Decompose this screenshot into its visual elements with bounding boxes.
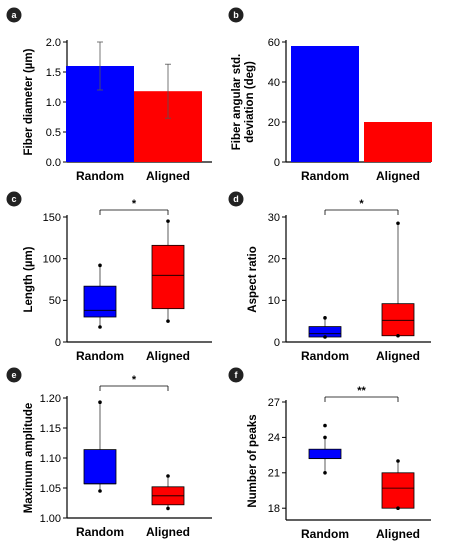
- outlier-point-f-random: [323, 423, 327, 428]
- y-tick-label-c: 0: [55, 337, 61, 349]
- y-tick-label-e: 1.15: [40, 423, 61, 435]
- significance-label-f: **: [357, 385, 366, 397]
- whisker-max-point-d-random: [323, 316, 327, 320]
- y-tick-label-d: 30: [268, 212, 280, 224]
- y-tick-label-f: 21: [268, 468, 280, 480]
- panel-letter-c: c: [11, 194, 16, 204]
- category-label-b-random: Random: [301, 169, 349, 183]
- y-tick-label-a: 1.0: [46, 97, 61, 109]
- whisker-max-point-e-random: [98, 400, 102, 405]
- panel-badge-c: [6, 191, 22, 207]
- y-axis-label-c: Length (µm): [23, 246, 35, 312]
- category-label-f-aligned: Aligned: [376, 527, 420, 541]
- whisker-min-point-d-random: [323, 335, 327, 339]
- box-f-random: [308, 448, 342, 460]
- y-tick-label-b: 0: [274, 157, 280, 169]
- y-tick-label-f: 27: [268, 397, 280, 409]
- panel-badge-d: [228, 191, 244, 207]
- significance-label-c: *: [132, 198, 137, 210]
- box-f-aligned: [381, 472, 415, 509]
- bar-b-aligned: [364, 122, 432, 162]
- y-tick-label-d: 20: [268, 253, 280, 265]
- box-d-aligned: [381, 303, 415, 337]
- y-tick-label-b: 40: [268, 77, 280, 89]
- panel-letter-f: f: [235, 370, 239, 380]
- category-label-d-random: Random: [301, 349, 349, 363]
- category-label-a-aligned: Aligned: [146, 169, 190, 183]
- y-tick-label-e: 1.20: [40, 393, 61, 405]
- whisker-max-point-c-aligned: [166, 219, 170, 223]
- panel-letter-d: d: [233, 194, 239, 204]
- y-tick-label-e: 1.00: [40, 513, 61, 525]
- category-label-e-random: Random: [76, 525, 124, 539]
- category-label-b-aligned: Aligned: [376, 169, 420, 183]
- category-label-c-aligned: Aligned: [146, 349, 190, 363]
- y-axis-label-f: Number of peaks: [247, 414, 259, 507]
- y-tick-label-f: 24: [268, 432, 280, 444]
- significance-label-e: *: [132, 374, 137, 386]
- category-label-c-random: Random: [76, 349, 124, 363]
- whisker-min-point-f-random: [323, 471, 327, 475]
- panel-badge-e: [6, 367, 22, 383]
- panel-letter-b: b: [233, 10, 239, 20]
- whisker-min-point-f-aligned: [396, 506, 400, 511]
- panel-badge-a: [6, 7, 22, 23]
- box-e-random: [83, 449, 117, 485]
- panel-letter-a: a: [11, 10, 17, 20]
- whisker-min-point-d-aligned: [396, 333, 400, 338]
- y-tick-label-c: 150: [43, 212, 61, 224]
- y-tick-label-a: 1.5: [46, 67, 61, 79]
- category-label-e-aligned: Aligned: [146, 525, 190, 539]
- y-tick-label-e: 1.05: [40, 483, 61, 495]
- y-tick-label-d: 0: [274, 337, 280, 349]
- y-tick-label-c: 50: [49, 295, 61, 307]
- category-label-a-random: Random: [76, 169, 124, 183]
- y-tick-label-c: 100: [43, 253, 61, 265]
- y-tick-label-b: 20: [268, 117, 280, 129]
- y-tick-label-d: 10: [268, 295, 280, 307]
- category-label-d-aligned: Aligned: [376, 349, 420, 363]
- whisker-max-point-c-random: [98, 263, 102, 268]
- y-axis-label-d: Aspect ratio: [247, 246, 259, 312]
- whisker-min-point-e-aligned: [166, 506, 170, 511]
- significance-label-d: *: [359, 198, 364, 210]
- y-axis-label-a: Fiber diameter (µm): [23, 48, 35, 155]
- whisker-max-point-e-aligned: [166, 474, 170, 478]
- panel-letter-e: e: [11, 370, 16, 380]
- category-label-f-random: Random: [301, 527, 349, 541]
- whisker-max-point-d-aligned: [396, 221, 400, 226]
- y-tick-label-e: 1.10: [40, 453, 61, 465]
- y-tick-label-a: 0.5: [46, 127, 61, 139]
- whisker-min-point-e-random: [98, 489, 102, 493]
- whisker-min-point-c-random: [98, 325, 102, 329]
- bar-b-random: [291, 46, 359, 162]
- y-tick-label-b: 60: [268, 37, 280, 49]
- y-tick-label-a: 0.0: [46, 157, 61, 169]
- whisker-max-point-f-random: [323, 435, 327, 440]
- panel-badge-f: [228, 367, 244, 383]
- box-c-random: [83, 285, 117, 318]
- y-axis-label-e: Maximum amplitude: [23, 403, 35, 514]
- y-axis-label-b: Fiber angular std.deviation (deg): [231, 54, 256, 151]
- box-c-aligned: [151, 244, 185, 310]
- whisker-min-point-c-aligned: [166, 319, 170, 323]
- whisker-max-point-f-aligned: [396, 459, 400, 463]
- panel-badge-b: [228, 7, 244, 23]
- y-tick-label-a: 2.0: [46, 37, 61, 49]
- y-tick-label-f: 18: [268, 503, 280, 515]
